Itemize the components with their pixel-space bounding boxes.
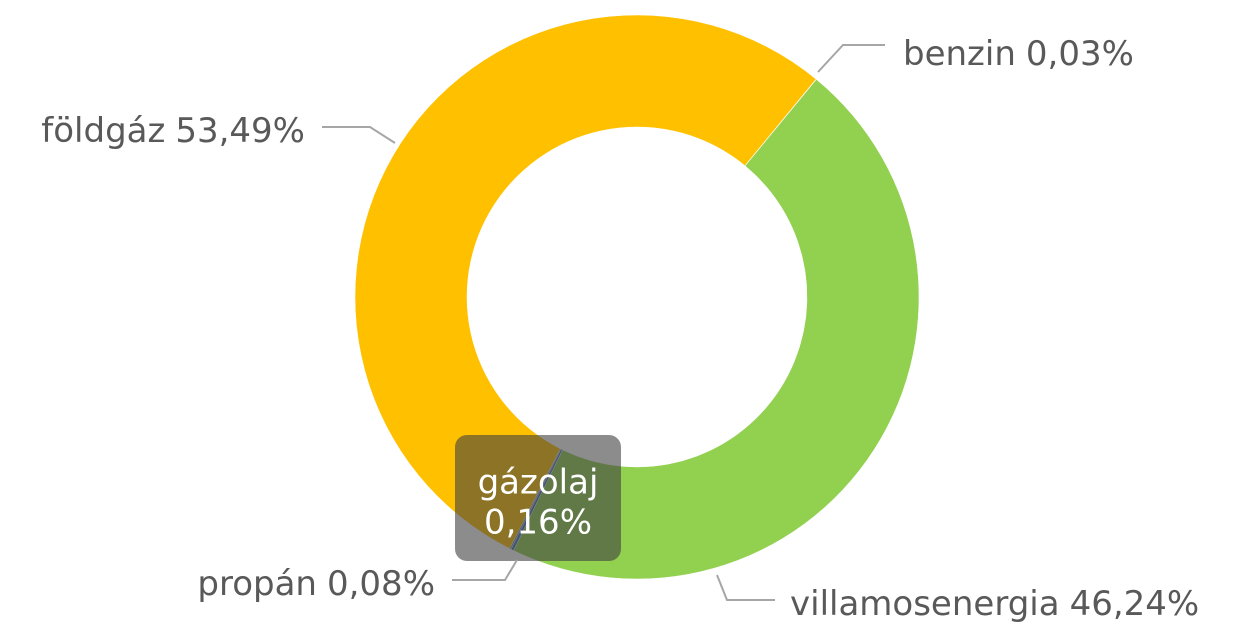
data-label-name: gázolaj [478, 463, 599, 503]
data-label-name: földgáz [41, 111, 165, 151]
leader-line [452, 559, 518, 581]
data-label-name: villamosenergia [790, 584, 1060, 624]
data-label-value: 0,16% [484, 503, 592, 543]
data-label: propán 0,08% [197, 564, 435, 604]
data-label: földgáz 53,49% [41, 111, 305, 151]
data-label-value: 0,03% [1026, 34, 1134, 74]
data-label-value: 0,08% [327, 564, 435, 604]
data-label-name: propán [197, 564, 317, 604]
donut-segment [354, 14, 817, 549]
data-label-value: 46,24% [1070, 584, 1200, 624]
leader-line [817, 44, 885, 73]
donut-segment [513, 79, 920, 580]
data-label: villamosenergia 46,24% [790, 584, 1199, 624]
data-label-name: benzin [903, 34, 1016, 74]
data-label-value: 53,49% [175, 111, 305, 151]
leader-line [322, 126, 396, 144]
label-box [455, 435, 621, 561]
leader-line [716, 574, 775, 601]
data-label: benzin 0,03% [903, 34, 1134, 74]
